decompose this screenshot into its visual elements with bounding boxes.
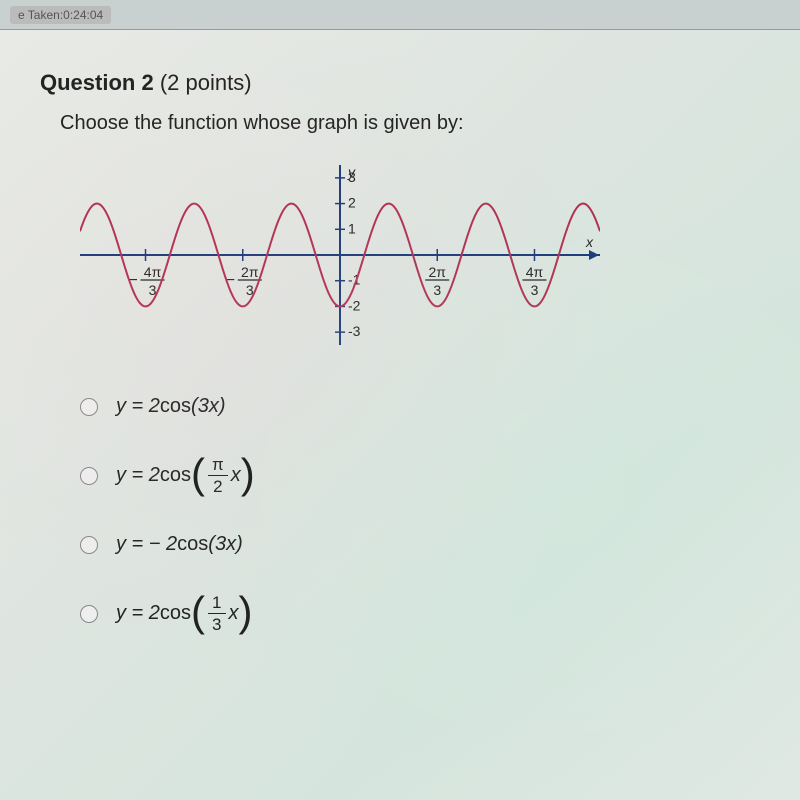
svg-text:-3: -3 [348, 323, 361, 339]
equation: y = − 2cos(3x) [116, 533, 243, 556]
svg-text:4π: 4π [526, 264, 544, 280]
svg-text:3: 3 [531, 282, 539, 298]
question-points: (2 points) [160, 70, 252, 95]
function-graph: 321-1-2-3yx−4π3−2π32π34π3 [80, 165, 600, 345]
equation: y = 2cos(13x) [116, 594, 253, 633]
answer-option-3[interactable]: y = 2cos(13x) [80, 594, 760, 633]
top-bar: e Taken:0:24:04 [0, 0, 800, 30]
answer-options: y = 2cos(3x) y = 2cos(π2x) y = − 2cos(3x) y… [80, 395, 760, 633]
svg-text:1: 1 [348, 220, 356, 236]
radio-button[interactable] [80, 536, 98, 554]
svg-text:2π: 2π [429, 264, 447, 280]
answer-option-1[interactable]: y = 2cos(π2x) [80, 456, 760, 495]
svg-text:4π: 4π [144, 264, 162, 280]
equation: y = 2cos(3x) [116, 395, 226, 418]
top-timestamp: e Taken:0:24:04 [10, 6, 111, 24]
answer-option-2[interactable]: y = − 2cos(3x) [80, 533, 760, 556]
svg-text:2: 2 [348, 195, 356, 211]
radio-button[interactable] [80, 398, 98, 416]
graph-container: 321-1-2-3yx−4π3−2π32π34π3 [80, 165, 760, 345]
svg-text:x: x [585, 234, 594, 250]
question-content: Question 2 (2 points) Choose the functio… [0, 30, 800, 800]
answer-option-0[interactable]: y = 2cos(3x) [80, 395, 760, 418]
question-label: Question 2 [40, 70, 154, 95]
equation: y = 2cos(π2x) [116, 456, 255, 495]
radio-button[interactable] [80, 605, 98, 623]
svg-text:-2: -2 [348, 297, 361, 313]
question-header: Question 2 (2 points) [40, 70, 760, 96]
question-prompt: Choose the function whose graph is given… [60, 112, 760, 135]
radio-button[interactable] [80, 467, 98, 485]
svg-text:3: 3 [433, 282, 441, 298]
svg-text:2π: 2π [241, 264, 259, 280]
svg-text:y: y [347, 165, 356, 180]
